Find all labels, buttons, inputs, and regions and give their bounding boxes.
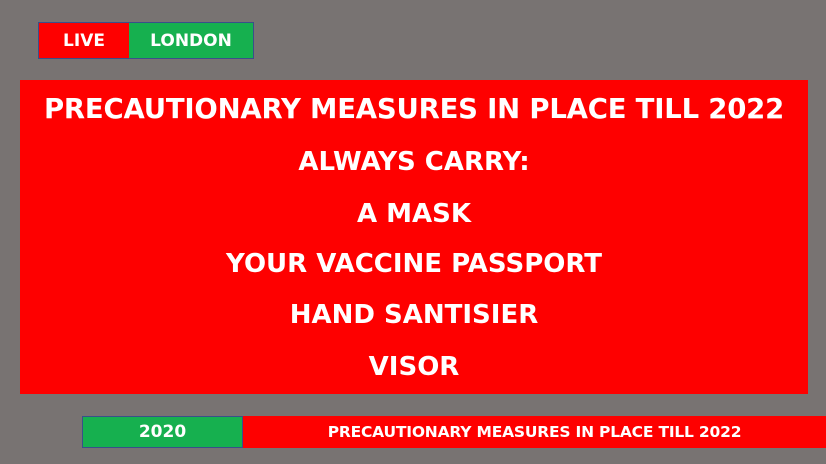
live-location-tag: LIVE LONDON xyxy=(38,22,254,59)
announcement-line: A MASK xyxy=(356,199,472,229)
news-ticker: PRECAUTIONARY MEASURES IN PLACE TILL 202… xyxy=(243,416,826,448)
announcement-line: ALWAYS CARRY: xyxy=(298,147,530,177)
live-badge: LIVE xyxy=(39,23,129,58)
announcement-line: VISOR xyxy=(368,352,460,382)
lower-third-bar: 2020 PRECAUTIONARY MEASURES IN PLACE TIL… xyxy=(82,416,826,448)
announcement-line: HAND SANTISIER xyxy=(289,300,539,330)
announcement-line: YOUR VACCINE PASSPORT xyxy=(226,249,602,279)
announcement-headline: PRECAUTIONARY MEASURES IN PLACE TILL 202… xyxy=(43,93,785,125)
announcement-panel: PRECAUTIONARY MEASURES IN PLACE TILL 202… xyxy=(20,80,808,394)
year-badge: 2020 xyxy=(82,416,243,448)
location-badge: LONDON xyxy=(129,23,253,58)
